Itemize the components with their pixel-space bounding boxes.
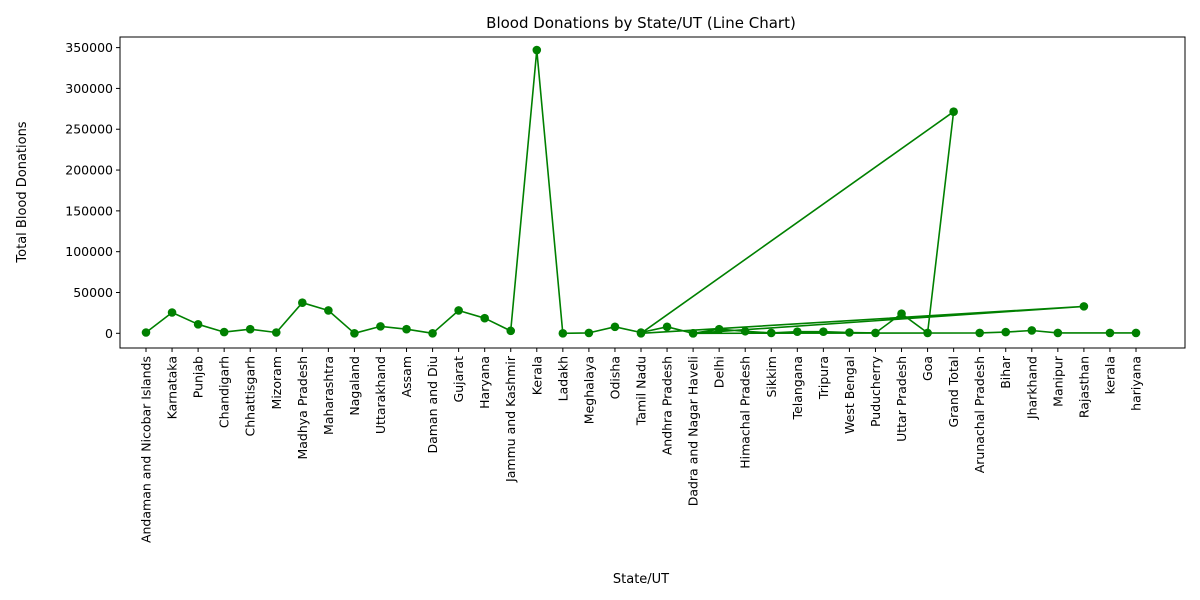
data-point <box>949 107 958 116</box>
x-tick-label: Nagaland <box>347 356 362 416</box>
x-tick-label: Tripura <box>816 356 831 400</box>
x-tick-label: Jharkhand <box>1024 356 1039 420</box>
y-tick-label: 150000 <box>65 203 113 218</box>
data-point <box>793 327 802 336</box>
x-tick-label: Ladakh <box>555 356 570 401</box>
x-tick-label: Bihar <box>998 355 1013 389</box>
data-point <box>1131 328 1141 338</box>
x-tick-label: Punjab <box>191 356 206 398</box>
x-tick-label: Puducherry <box>868 355 883 427</box>
x-tick-label: Kerala <box>529 356 544 395</box>
x-tick-label: Grand Total <box>946 356 961 428</box>
data-point <box>480 313 489 323</box>
y-tick-label: 0 <box>105 326 113 341</box>
data-point <box>506 326 516 336</box>
x-tick-label: Rajasthan <box>1076 356 1091 418</box>
data-point <box>298 298 307 307</box>
x-tick-label: Andhra Pradesh <box>660 356 675 455</box>
x-tick-label: Dadra and Nagar Haveli <box>686 356 701 506</box>
data-point <box>402 324 411 334</box>
data-point <box>558 329 568 338</box>
data-point <box>714 324 724 334</box>
data-point <box>376 322 385 331</box>
data-point <box>1053 328 1063 338</box>
x-tick-label: Meghalaya <box>581 356 596 424</box>
data-point <box>219 327 229 337</box>
data-point <box>245 324 255 334</box>
x-tick-label: Goa <box>920 356 935 381</box>
x-tick-label: Haryana <box>477 356 492 409</box>
data-point <box>324 306 333 315</box>
y-tick-label: 200000 <box>65 163 113 178</box>
x-tick-label: Andaman and Nicobar Islands <box>139 356 154 543</box>
data-point <box>662 322 672 332</box>
x-tick-label: kerala <box>1102 356 1117 394</box>
data-point <box>636 329 646 338</box>
data-point <box>193 320 203 329</box>
data-point <box>1079 302 1089 311</box>
data-point <box>819 327 828 336</box>
plot-area: 0 50000 100000 150000 200000 250000 300000 3500… <box>65 36 1186 543</box>
data-point <box>688 329 698 338</box>
x-tick-label: Manipur <box>1050 355 1065 407</box>
data-point <box>454 306 463 315</box>
plot-frame <box>119 36 1186 349</box>
data-point <box>167 308 177 317</box>
series-line <box>145 49 1136 335</box>
data-point <box>845 328 854 337</box>
data-point <box>1001 327 1011 337</box>
y-tick-label: 250000 <box>65 122 113 137</box>
data-point <box>271 328 281 337</box>
x-tick-label: Mizoram <box>269 356 284 409</box>
x-tick-label: Gujarat <box>451 356 466 403</box>
x-tick-label: Daman and Diu <box>425 356 440 454</box>
x-tick-label: Chhattisgarh <box>243 356 258 436</box>
x-tick-label: Odisha <box>607 356 622 399</box>
x-tick-label: Delhi <box>712 356 727 388</box>
x-tick-label: Arunachal Pradesh <box>972 356 987 473</box>
data-point <box>1027 326 1037 335</box>
x-tick-label: Karnataka <box>165 356 180 419</box>
data-point <box>1105 328 1115 338</box>
x-tick-label: Himachal Pradesh <box>738 356 753 469</box>
data-point <box>766 328 776 338</box>
x-tick-label: Chandigarh <box>217 356 232 428</box>
x-tick-label: Maharashtra <box>321 356 336 435</box>
data-point <box>141 328 151 337</box>
data-point <box>975 328 984 338</box>
y-axis-title: Total Blood Donations <box>15 121 30 263</box>
y-tick-label: 350000 <box>65 40 113 55</box>
x-tick-label: Madhya Pradesh <box>295 356 310 460</box>
data-point <box>350 329 359 338</box>
x-tick-label: West Bengal <box>842 356 857 434</box>
x-tick-label: Tamil Nadu <box>634 356 649 426</box>
data-point <box>610 322 620 332</box>
data-point <box>740 326 750 336</box>
x-tick-label: Sikkim <box>764 356 779 398</box>
data-point <box>871 328 880 338</box>
data-point <box>532 45 542 55</box>
y-tick-label: 50000 <box>73 285 113 300</box>
chart-title: Blood Donations by State/UT (Line Chart) <box>486 14 796 32</box>
y-tick-label: 100000 <box>65 244 113 259</box>
data-point <box>428 329 437 338</box>
data-point <box>923 328 932 338</box>
y-tick-label: 300000 <box>65 81 113 96</box>
x-tick-label: Uttarakhand <box>373 356 388 434</box>
x-tick-label: Assam <box>399 356 414 397</box>
x-tick-label: hariyana <box>1129 356 1144 411</box>
data-point <box>897 309 906 319</box>
x-tick-label: Jammu and Kashmir <box>503 355 518 483</box>
x-tick-label: Telangana <box>790 356 805 420</box>
x-tick-label: Uttar Pradesh <box>894 356 909 442</box>
x-axis-title: State/UT <box>613 572 669 587</box>
data-point <box>584 328 594 338</box>
